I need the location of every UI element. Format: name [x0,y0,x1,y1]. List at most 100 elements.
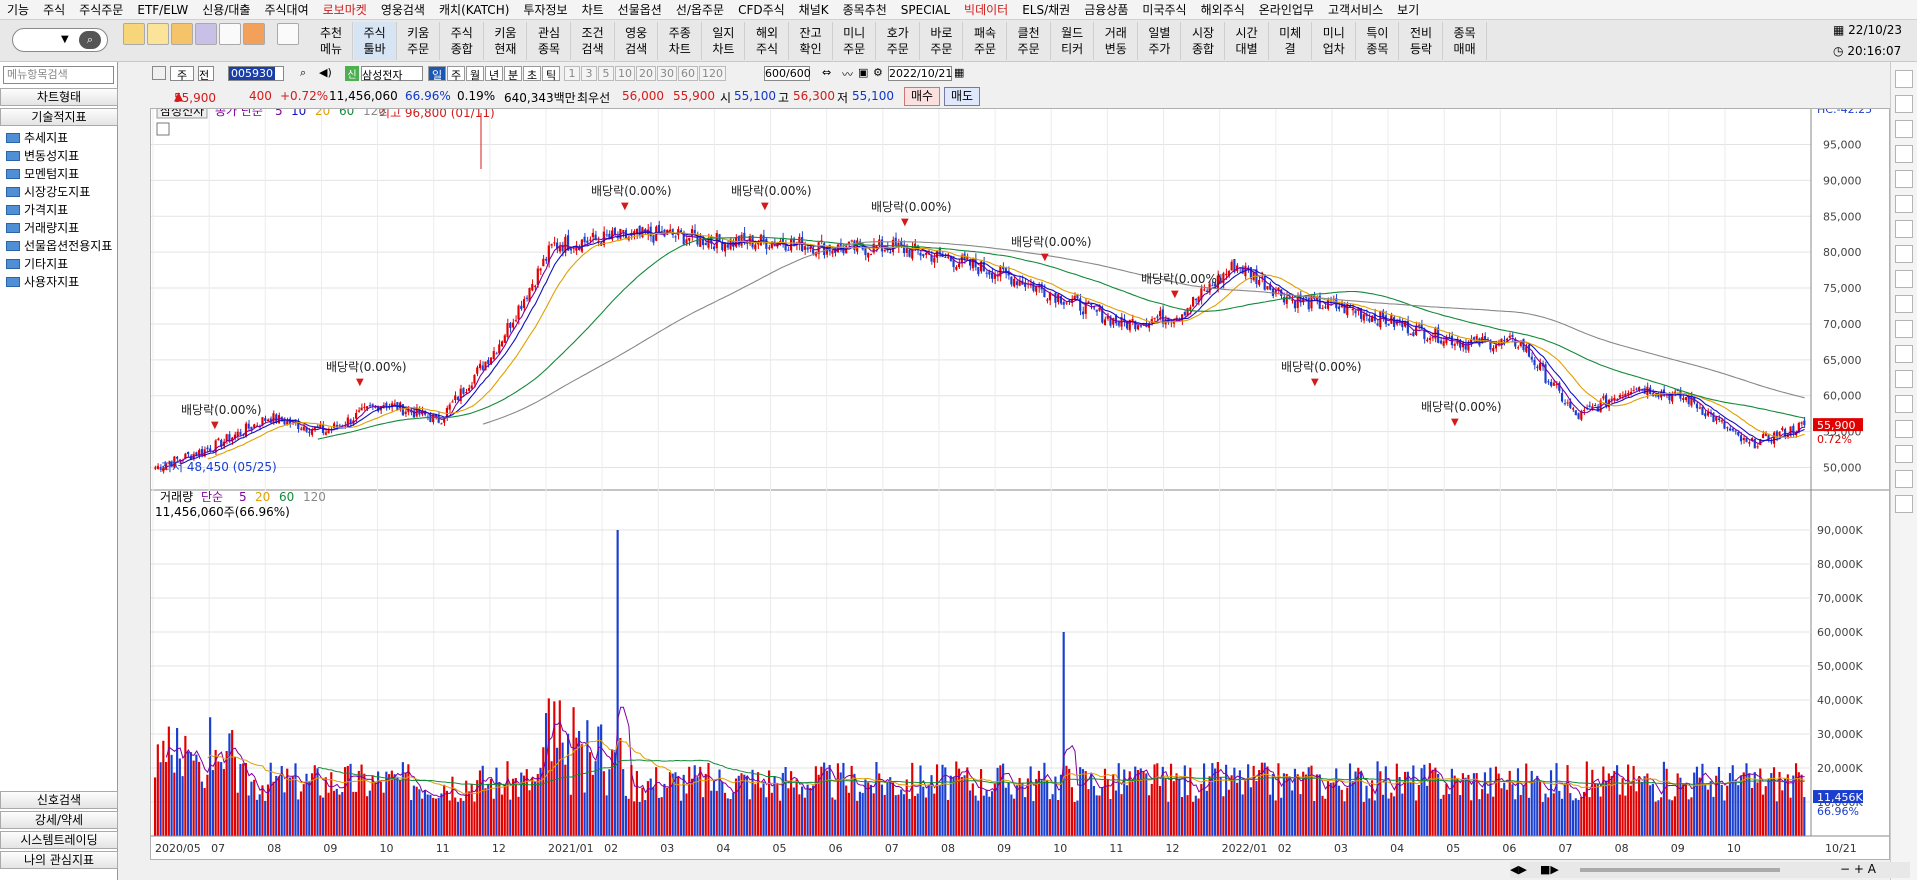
menu-item-0[interactable]: 기능 [7,2,30,17]
toolbar-button-11[interactable]: 잔고 확인 [790,22,833,60]
search-icon[interactable]: ⌕ [79,31,101,49]
menu-item-6[interactable]: 로보마켓 [322,2,367,17]
menu-item-3[interactable]: ETF/ELW [137,2,189,17]
toolbar-button-7[interactable]: 영웅 검색 [615,22,659,60]
menu-item-5[interactable]: 주식대여 [264,2,309,17]
cursor-icon[interactable] [1895,95,1913,113]
toolbar-button-4[interactable]: 키움 현재 [484,22,528,60]
toolbar-button-26[interactable]: 종목 매매 [1444,22,1487,60]
toolbar-button-2[interactable]: 키움 주문 [397,22,441,60]
menu-item-22[interactable]: 온라인업무 [1258,2,1314,17]
toolbar-button-23[interactable]: 미니 업차 [1313,22,1356,60]
indicator-category[interactable]: 사용자지표 [6,273,116,291]
toolbar-button-24[interactable]: 특이 종목 [1356,22,1400,60]
interval-button[interactable]: 30 [657,66,677,81]
eraser-all-icon[interactable] [1895,445,1913,463]
stock-chart[interactable]: 95,000 90,000 85,000 80,000 75,000 70,000 65,0… [151,93,1889,859]
line-icon[interactable] [1895,220,1913,238]
grid-icon[interactable] [1895,320,1913,338]
menu-item-1[interactable]: 주식 [43,2,66,17]
menu-item-24[interactable]: 보기 [1397,2,1420,17]
refresh-icon[interactable] [1895,70,1913,88]
calendar-icon[interactable]: ▦ [954,66,965,79]
toolbar-button-0[interactable]: 추천 메뉴 [310,22,353,60]
menu-item-17[interactable]: 빅데이터 [964,2,1009,17]
system-trading-button[interactable]: 시스템트레이딩 [0,831,118,849]
menu-item-23[interactable]: 고객서비스 [1327,2,1384,17]
chart-tools-icon[interactable]: ⇔ [822,66,832,79]
menu-item-9[interactable]: 투자정보 [523,2,568,17]
toolbar-button-5[interactable]: 관심 종목 [528,22,571,60]
menu-item-8[interactable]: 캐치(KATCH) [438,2,510,17]
text-icon[interactable] [1895,370,1913,388]
layout-icon[interactable] [152,66,166,80]
period-tab[interactable]: 일 [428,66,446,82]
chart-scroll-controls[interactable]: ◀▶ ■▶ − + A [1510,862,1910,878]
window-tile-icon[interactable] [123,23,145,45]
buy-button[interactable]: 매수 [904,87,940,106]
signal-search-button[interactable]: 신호검색 [0,791,118,809]
toolbar-button-1[interactable]: 주식 툴바 [353,22,397,60]
gear-icon[interactable] [1895,120,1913,138]
pencil-icon[interactable] [147,23,169,45]
indicator-category[interactable]: 거래량지표 [6,219,116,237]
interval-button[interactable]: 5 [598,66,614,81]
interval-button[interactable]: 3 [581,66,597,81]
menu-item-15[interactable]: 종목추천 [842,2,887,17]
interval-button[interactable]: 1 [564,66,580,81]
chart-type-header[interactable]: 차트형태 [0,88,118,106]
strength-weakness-button[interactable]: 강세/약세 [0,811,118,829]
menu-search-input[interactable]: 메뉴항목검색 [3,66,114,84]
dropdown-icon[interactable] [219,23,241,45]
toolbar-button-25[interactable]: 전비 등락 [1400,22,1443,60]
my-indicator-button[interactable]: 나의 관심지표 [0,851,118,869]
box-icon[interactable] [1895,395,1913,413]
pages-icon[interactable] [1895,145,1913,163]
eraser-icon[interactable] [1895,420,1913,438]
indicator-category[interactable]: 기타지표 [6,255,116,273]
toolbar-button-15[interactable]: 패속 주문 [964,22,1007,60]
interval-button[interactable]: 20 [636,66,656,81]
list-icon[interactable] [1895,495,1913,513]
toolbar-button-22[interactable]: 미체 결 [1269,22,1313,60]
toolbar-button-16[interactable]: 클천 주문 [1008,22,1051,60]
technical-indicator-header[interactable]: 기술적지표 [0,108,118,126]
period-tab[interactable]: 월 [466,66,484,82]
menu-item-16[interactable]: SPECIAL [900,2,951,17]
lock-icon[interactable] [171,23,193,45]
stock-name-field[interactable]: 삼성전자 [361,66,423,82]
menu-item-13[interactable]: CFD주식 [738,2,785,17]
scroll-track[interactable] [1580,868,1780,872]
count-input[interactable]: 600/600 [764,66,811,81]
save-icon[interactable]: ▣ [858,66,869,79]
menu-item-4[interactable]: 신용/대출 [202,2,251,17]
toolbar-button-20[interactable]: 시장 종합 [1182,22,1225,60]
draw-icon[interactable]: 〰 [842,68,853,81]
play-controls[interactable]: ■▶ [1540,863,1559,876]
prev-select[interactable]: 전 [198,66,214,82]
indicator-category[interactable]: 변동성지표 [6,147,116,165]
menu-item-7[interactable]: 영웅검색 [380,2,425,17]
trend-up-icon[interactable] [1895,295,1913,313]
menu-item-19[interactable]: 금융상품 [1084,2,1129,17]
print-icon[interactable] [1895,470,1913,488]
menu-item-10[interactable]: 차트 [581,2,604,17]
indicator-category[interactable]: 선물옵션전용지표 [6,237,116,255]
menu-item-12[interactable]: 선/옵주문 [675,2,725,17]
toolbar-button-3[interactable]: 주식 종합 [441,22,484,60]
toolbar-button-18[interactable]: 거래 변동 [1095,22,1138,60]
menu-item-11[interactable]: 선물옵션 [617,2,662,17]
period-tab[interactable]: 분 [504,66,522,82]
toolbar-button-8[interactable]: 주종 차트 [659,22,702,60]
toolbar-button-14[interactable]: 바로 주문 [920,22,964,60]
toolbar-button-21[interactable]: 시간 대별 [1226,22,1269,60]
chart-area[interactable]: 95,000 90,000 85,000 80,000 75,000 70,000 65,0… [150,93,1890,860]
interval-button[interactable]: 120 [699,66,726,81]
quick-search-box[interactable]: ▼ ⌕ [12,28,108,52]
exchange-icon[interactable] [1895,345,1913,363]
auto-trend-icon[interactable] [1895,270,1913,288]
toolbar-button-17[interactable]: 월드 티커 [1051,22,1095,60]
period-tab[interactable]: 년 [485,66,503,82]
menu-item-2[interactable]: 주식주문 [79,2,124,17]
indicator-category[interactable]: 추세지표 [6,129,116,147]
